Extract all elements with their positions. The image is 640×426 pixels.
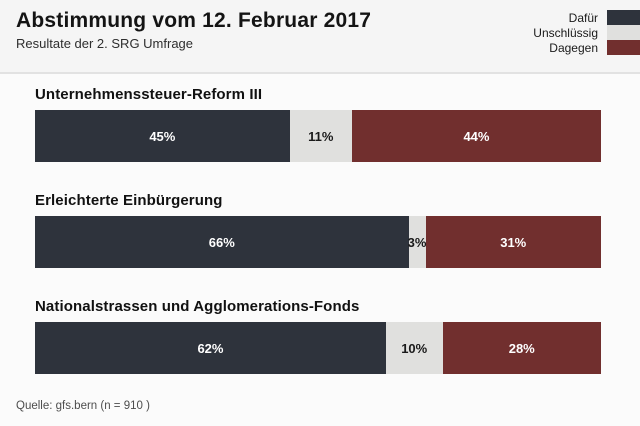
bar-segment-dafuer: 45% — [35, 110, 290, 162]
legend: Dafür Unschlüssig Dagegen — [533, 10, 640, 55]
bar-value-label: 66% — [208, 234, 235, 250]
chart-area: Unternehmenssteuer-Reform III 45% 11% 44… — [0, 74, 640, 374]
bar-segment-dagegen: 31% — [425, 216, 601, 268]
bar-value-label: 45% — [149, 128, 176, 144]
bar-value-label: 44% — [463, 128, 490, 144]
bar-group-ustr3: Unternehmenssteuer-Reform III 45% 11% 44… — [35, 86, 601, 162]
bar-value-label: 10% — [401, 340, 428, 356]
header: Abstimmung vom 12. Februar 2017 Resultat… — [0, 0, 640, 74]
bar-group-label: Unternehmenssteuer-Reform III — [35, 86, 263, 103]
bar-value-label: 3% — [407, 234, 427, 250]
source-note: Quelle: gfs.bern (n = 910 ) — [16, 400, 150, 412]
bar-value-label: 31% — [500, 234, 527, 250]
bar-value-label: 11% — [308, 128, 334, 144]
bar-value-label: 28% — [508, 340, 535, 356]
bar-group-label: Nationalstrassen und Agglomerations-Fond… — [35, 298, 360, 315]
bar-group-label: Erleichterte Einbürgerung — [35, 192, 223, 209]
bar-segment-dafuer: 66% — [35, 216, 409, 268]
stacked-bar: 66% 3% 31% — [35, 216, 601, 268]
legend-swatch-dafuer — [607, 10, 640, 25]
bar-group-nationalstrassen: Nationalstrassen und Agglomerations-Fond… — [35, 298, 601, 374]
bar-segment-dafuer: 62% — [35, 322, 386, 374]
bar-segment-unschluessig: 11% — [289, 110, 352, 162]
stacked-bar: 62% 10% 28% — [35, 322, 601, 374]
legend-swatch-unschluessig — [607, 25, 640, 40]
legend-item-dafuer: Dafür — [533, 10, 640, 25]
legend-label-unschluessig: Unschlüssig — [533, 25, 598, 40]
stacked-bar: 45% 11% 44% — [35, 110, 601, 162]
legend-swatch-dagegen — [607, 40, 640, 55]
bar-value-label: 62% — [197, 340, 224, 356]
legend-label-dafuer: Dafür — [568, 10, 598, 25]
bar-segment-dagegen: 28% — [442, 322, 601, 374]
page-title: Abstimmung vom 12. Februar 2017 — [16, 9, 372, 32]
bar-segment-unschluessig: 10% — [385, 322, 443, 374]
page-subtitle: Resultate der 2. SRG Umfrage — [16, 36, 194, 51]
legend-item-dagegen: Dagegen — [533, 40, 640, 55]
bar-segment-unschluessig: 3% — [407, 216, 427, 268]
bar-segment-dagegen: 44% — [351, 110, 601, 162]
legend-label-dagegen: Dagegen — [549, 40, 598, 55]
legend-item-unschluessig: Unschlüssig — [533, 25, 640, 40]
footer: Quelle: gfs.bern (n = 910 ) — [16, 396, 150, 414]
bar-group-einbuergerung: Erleichterte Einbürgerung 66% 3% 31% — [35, 192, 601, 268]
